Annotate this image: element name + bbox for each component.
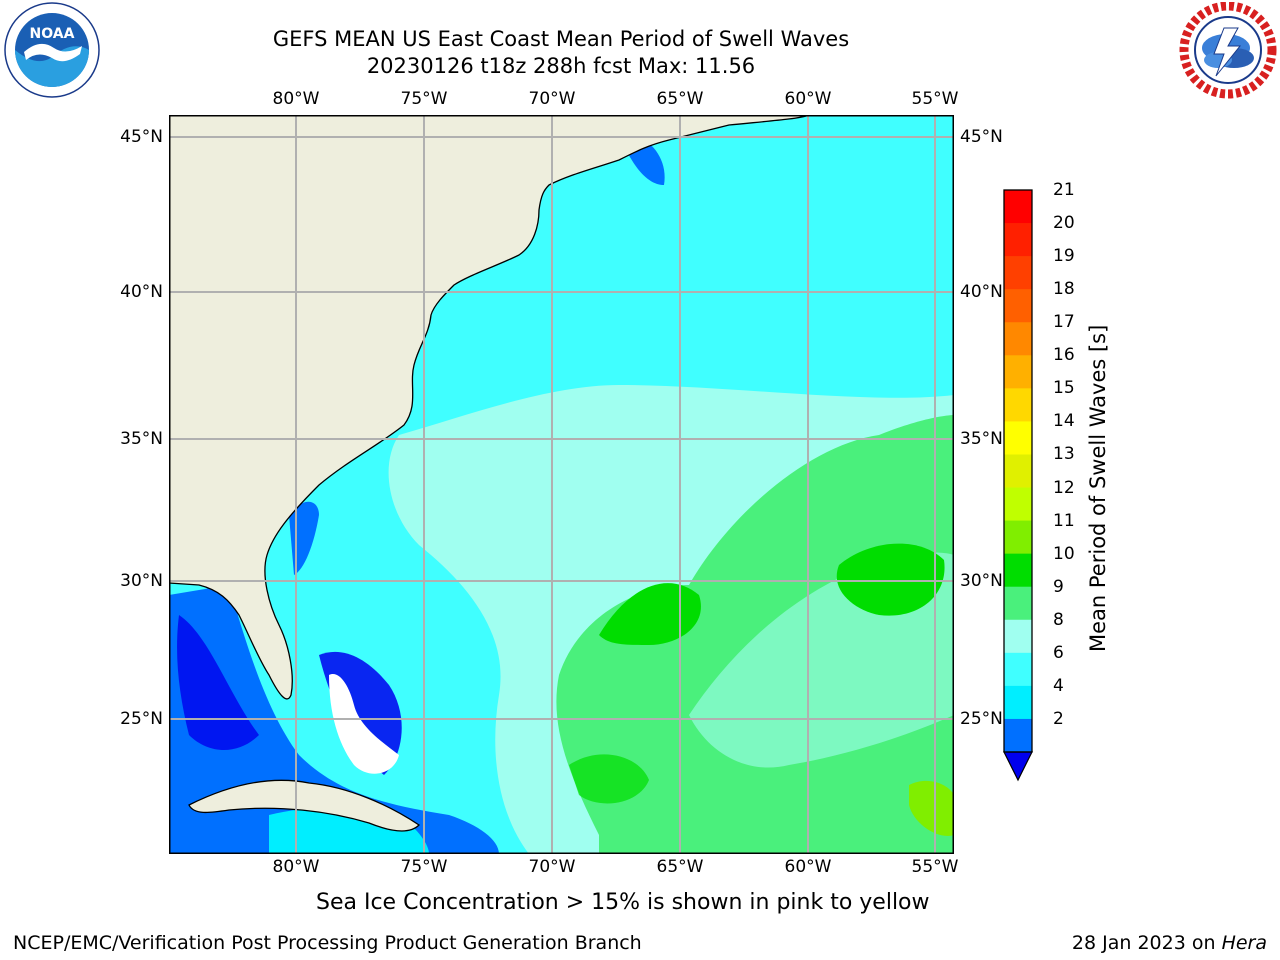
map-frame (169, 115, 954, 854)
colorbar-label: 8 (1053, 609, 1064, 630)
cuba-coastline (188, 779, 421, 832)
footer-machine: Hera (1221, 932, 1267, 954)
lon-tick-bottom-6: 55°W (911, 857, 959, 877)
colorbar-swatch (1004, 553, 1032, 588)
lat-tick-right-5: 25°N (960, 709, 1003, 729)
footer-date-text: 28 Jan 2023 on (1071, 932, 1222, 954)
lat-tick-left-1: 45°N (120, 127, 163, 147)
gulf-very-low-period (177, 615, 259, 750)
lon-tick-top-2: 75°W (400, 89, 448, 109)
lat-tick-left-4: 30°N (120, 571, 163, 591)
colorbar-swatch (1004, 487, 1032, 522)
colorbar-swatch (1004, 685, 1032, 720)
cuba-land (189, 780, 419, 831)
lon-tick-top-5: 60°W (784, 89, 832, 109)
footer-branch: NCEP/EMC/Verification Post Processing Pr… (13, 932, 642, 954)
colorbar (1003, 189, 1033, 782)
coastline (169, 115, 810, 700)
bahamas-bank-shallow (329, 674, 399, 774)
swell-period-map (169, 115, 954, 854)
lat-tick-right-4: 30°N (960, 571, 1003, 591)
lat-tick-right-3: 35°N (960, 429, 1003, 449)
colorbar-extend-arrow (1003, 751, 1033, 782)
colorbar-title: Mean Period of Swell Waves [s] (1086, 324, 1110, 652)
colorbar-swatch (1004, 322, 1032, 356)
colorbar-swatch (1004, 652, 1032, 687)
lon-tick-bottom-5: 60°W (784, 857, 832, 877)
colorbar-label: 6 (1053, 642, 1064, 663)
colorbar-swatch (1004, 223, 1032, 257)
colorbar-label: 17 (1053, 312, 1075, 333)
nws-logo (1179, 2, 1277, 99)
colorbar-swatch (1004, 289, 1032, 323)
lat-tick-left-5: 25°N (120, 709, 163, 729)
colorbar-label: 2 (1053, 708, 1064, 729)
colorbar-swatch (1004, 619, 1032, 654)
period-region-10-11-c (569, 754, 649, 804)
lon-tick-top-1: 80°W (272, 89, 320, 109)
graticule (169, 115, 954, 854)
colorbar-label: 16 (1053, 345, 1075, 366)
footer-date: 28 Jan 2023 on Hera (1072, 932, 1267, 954)
lon-tick-top-6: 55°W (911, 89, 959, 109)
period-region-11-12 (909, 780, 954, 836)
colorbar-label: 13 (1053, 444, 1075, 465)
sea-ice-caption: Sea Ice Concentration > 15% is shown in … (316, 890, 930, 915)
lon-tick-bottom-4: 65°W (656, 857, 704, 877)
colorbar-label: 21 (1053, 180, 1075, 200)
colorbar-label: 10 (1053, 543, 1075, 564)
colorbar-swatch (1004, 421, 1032, 455)
chart-subtitle: 20230126 t18z 288h fcst Max: 11.56 (366, 54, 756, 78)
lat-tick-left-2: 40°N (120, 282, 163, 302)
colorbar-label: 15 (1053, 378, 1075, 399)
colorbar-label: 12 (1053, 477, 1075, 498)
colorbar-label: 11 (1053, 510, 1075, 531)
lon-tick-bottom-1: 80°W (272, 857, 320, 877)
lon-tick-bottom-2: 75°W (400, 857, 448, 877)
chart-title: GEFS MEAN US East Coast Mean Period of S… (272, 27, 850, 51)
lat-tick-right-2: 40°N (960, 282, 1003, 302)
colorbar-swatch (1004, 718, 1032, 753)
colorbar-label: 18 (1053, 279, 1075, 300)
colorbar-swatch (1004, 355, 1032, 389)
lon-tick-top-4: 65°W (656, 89, 704, 109)
colorbar-frame (1003, 189, 1033, 753)
period-region-10-11-a (599, 583, 701, 645)
colorbar-swatch (1004, 388, 1032, 422)
colorbar-swatch (1004, 586, 1032, 621)
colorbar-swatch (1004, 190, 1032, 224)
colorbar-label: 14 (1053, 411, 1075, 432)
period-region-10-11-b (836, 543, 945, 616)
noaa-logo: NOAA (4, 2, 100, 98)
colorbar-label: 19 (1053, 246, 1075, 267)
lon-tick-top-3: 70°W (528, 89, 576, 109)
north-america-land (169, 115, 809, 699)
lat-tick-left-3: 35°N (120, 429, 163, 449)
lon-tick-bottom-3: 70°W (528, 857, 576, 877)
colorbar-label: 4 (1053, 675, 1064, 696)
colorbar-label: 9 (1053, 576, 1064, 597)
colorbar-swatch (1004, 520, 1032, 555)
colorbar-swatch (1004, 454, 1032, 489)
lat-tick-right-1: 45°N (960, 127, 1003, 147)
colorbar-label: 20 (1053, 213, 1075, 234)
noaa-logo-text: NOAA (30, 26, 75, 42)
colorbar-swatch (1004, 256, 1032, 290)
